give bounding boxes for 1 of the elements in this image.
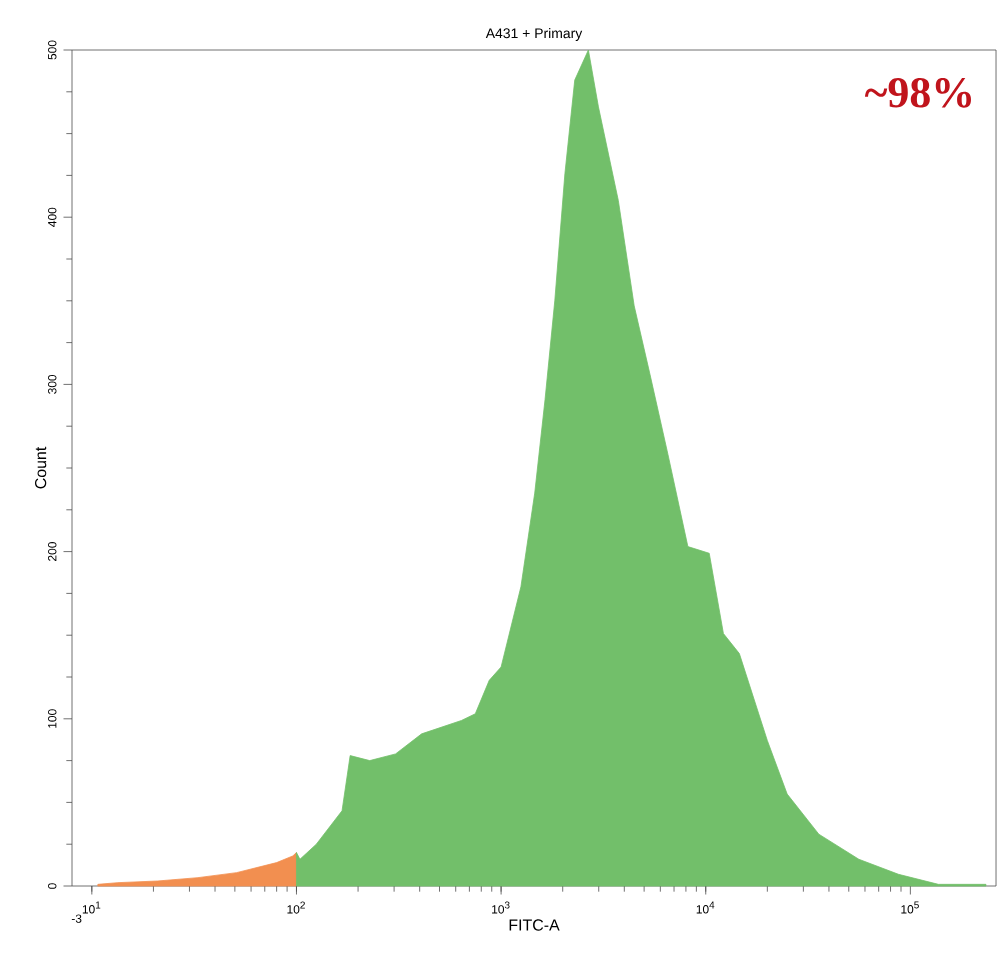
annotation: ~98%	[864, 77, 971, 108]
